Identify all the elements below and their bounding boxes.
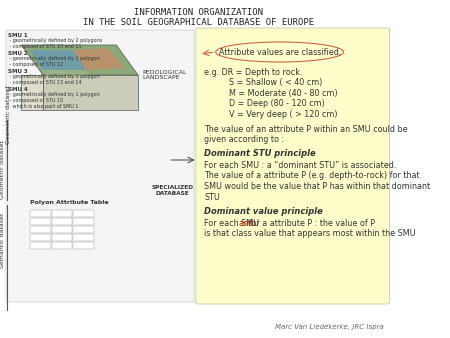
Text: e.g. DR = Depth to rock.: e.g. DR = Depth to rock. — [204, 68, 303, 77]
Text: M = Moderate (40 - 80 cm): M = Moderate (40 - 80 cm) — [229, 89, 338, 98]
FancyBboxPatch shape — [73, 226, 94, 233]
FancyBboxPatch shape — [52, 210, 72, 217]
Polygon shape — [43, 70, 90, 78]
FancyBboxPatch shape — [30, 210, 51, 217]
FancyBboxPatch shape — [30, 218, 51, 225]
FancyBboxPatch shape — [52, 226, 72, 233]
Text: PEDOLOGICAL
LANDSCAPE: PEDOLOGICAL LANDSCAPE — [142, 70, 187, 80]
FancyBboxPatch shape — [73, 234, 94, 241]
Text: D = Deep (80 - 120 cm): D = Deep (80 - 120 cm) — [229, 99, 324, 108]
Ellipse shape — [216, 42, 344, 62]
FancyBboxPatch shape — [73, 242, 94, 249]
Text: SMU 3: SMU 3 — [9, 69, 28, 74]
Text: SMU would be the value that P has within that dominant: SMU would be the value that P has within… — [204, 182, 431, 191]
Text: given according to :: given according to : — [204, 135, 284, 144]
FancyBboxPatch shape — [73, 218, 94, 225]
Text: and: and — [238, 218, 253, 227]
Text: For each SMU: For each SMU — [204, 218, 262, 227]
FancyBboxPatch shape — [73, 210, 94, 217]
Text: is that class value that appears most within the SMU: is that class value that appears most wi… — [204, 229, 416, 238]
Text: Dominant STU principle: Dominant STU principle — [204, 149, 316, 159]
FancyBboxPatch shape — [30, 242, 51, 249]
Text: Attribute values are classified,: Attribute values are classified, — [219, 48, 341, 56]
FancyBboxPatch shape — [52, 218, 72, 225]
Text: IN THE SOIL GEOGRAPHICAL DATABASE OF EUROPE: IN THE SOIL GEOGRAPHICAL DATABASE OF EUR… — [83, 18, 314, 27]
FancyBboxPatch shape — [52, 234, 72, 241]
Text: SMU 1: SMU 1 — [9, 33, 28, 38]
Text: S = Shallow ( < 40 cm): S = Shallow ( < 40 cm) — [229, 78, 322, 88]
Text: Geometric dataset: Geometric dataset — [6, 86, 11, 144]
Text: The value of a attribute P (e.g. depth-to-rock) for that: The value of a attribute P (e.g. depth-t… — [204, 171, 420, 180]
Polygon shape — [21, 45, 138, 75]
Text: The value of an attribute P within an SMU could be: The value of an attribute P within an SM… — [204, 124, 408, 134]
Text: for a attribute P : the value of P: for a attribute P : the value of P — [246, 218, 375, 227]
Text: - geometrically defined by 1 polygon
 - composed of STU 15
   which is also part: - geometrically defined by 1 polygon - c… — [9, 92, 100, 108]
Polygon shape — [43, 75, 138, 110]
FancyBboxPatch shape — [52, 242, 72, 249]
Text: - geometrically defined by 2 polygons
 - composed of STU 10 and 11: - geometrically defined by 2 polygons - … — [9, 38, 103, 49]
FancyBboxPatch shape — [30, 234, 51, 241]
Text: Geometric dataset: Geometric dataset — [0, 141, 5, 199]
Text: V = Very deep ( > 120 cm): V = Very deep ( > 120 cm) — [229, 110, 337, 119]
Text: Dominant value principle: Dominant value principle — [204, 207, 323, 216]
Text: STU: STU — [204, 193, 220, 201]
Polygon shape — [73, 48, 125, 70]
Text: For each SMU : a “dominant STU” is associated.: For each SMU : a “dominant STU” is assoc… — [204, 161, 397, 170]
Polygon shape — [30, 50, 86, 70]
Text: INFORMATION ORGANIZATION: INFORMATION ORGANIZATION — [134, 8, 263, 17]
FancyBboxPatch shape — [6, 30, 194, 302]
FancyBboxPatch shape — [30, 226, 51, 233]
Text: SMU 2: SMU 2 — [9, 51, 28, 56]
Text: - geometrically defined by 1 polygon
 - composed of STU 13 and 14: - geometrically defined by 1 polygon - c… — [9, 74, 100, 85]
Text: SMU 4: SMU 4 — [9, 87, 28, 92]
FancyBboxPatch shape — [196, 28, 389, 304]
Text: - geometrically defined by 1 polygon
 - composed of STU 12: - geometrically defined by 1 polygon - c… — [9, 56, 100, 67]
Text: Polyon Attribute Table: Polyon Attribute Table — [30, 200, 108, 205]
Text: SPECIALIZED
DATABASE: SPECIALIZED DATABASE — [152, 185, 194, 196]
Polygon shape — [21, 75, 43, 110]
Text: Semantic dataset: Semantic dataset — [0, 212, 5, 268]
Text: Marc Van Liedekerke, JRC Ispra: Marc Van Liedekerke, JRC Ispra — [275, 324, 384, 330]
